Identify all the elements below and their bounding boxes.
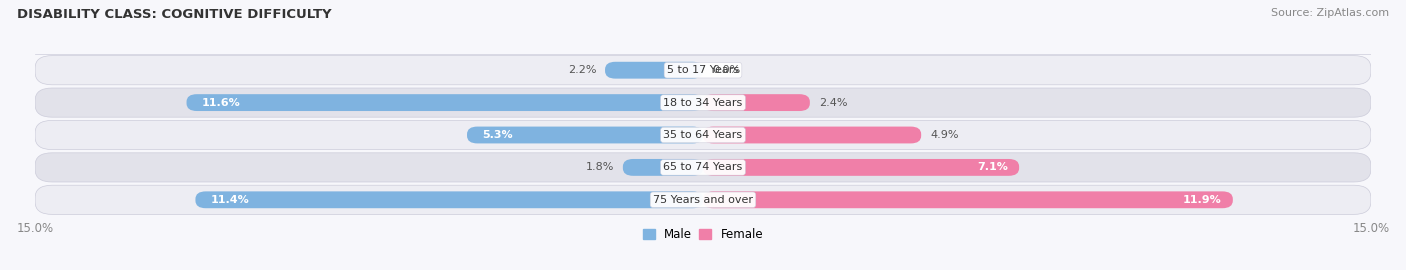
FancyBboxPatch shape [703,191,1233,208]
FancyBboxPatch shape [623,159,703,176]
Text: 4.9%: 4.9% [931,130,959,140]
Text: 2.4%: 2.4% [818,97,848,108]
FancyBboxPatch shape [35,56,1371,85]
Text: 11.4%: 11.4% [211,195,250,205]
Text: 35 to 64 Years: 35 to 64 Years [664,130,742,140]
Text: DISABILITY CLASS: COGNITIVE DIFFICULTY: DISABILITY CLASS: COGNITIVE DIFFICULTY [17,8,332,21]
FancyBboxPatch shape [35,88,1371,117]
Text: 65 to 74 Years: 65 to 74 Years [664,162,742,173]
FancyBboxPatch shape [703,94,810,111]
FancyBboxPatch shape [195,191,703,208]
FancyBboxPatch shape [605,62,703,79]
FancyBboxPatch shape [35,185,1371,214]
Text: Source: ZipAtlas.com: Source: ZipAtlas.com [1271,8,1389,18]
FancyBboxPatch shape [703,127,921,143]
Text: 1.8%: 1.8% [585,162,614,173]
Text: 2.2%: 2.2% [568,65,596,75]
Text: 7.1%: 7.1% [977,162,1008,173]
Text: 75 Years and over: 75 Years and over [652,195,754,205]
Legend: Male, Female: Male, Female [638,223,768,246]
Text: 11.9%: 11.9% [1182,195,1222,205]
Text: 5.3%: 5.3% [482,130,513,140]
FancyBboxPatch shape [35,120,1371,150]
FancyBboxPatch shape [703,159,1019,176]
Text: 18 to 34 Years: 18 to 34 Years [664,97,742,108]
FancyBboxPatch shape [467,127,703,143]
Text: 11.6%: 11.6% [202,97,240,108]
FancyBboxPatch shape [187,94,703,111]
FancyBboxPatch shape [35,153,1371,182]
Text: 5 to 17 Years: 5 to 17 Years [666,65,740,75]
Text: 0.0%: 0.0% [711,65,740,75]
